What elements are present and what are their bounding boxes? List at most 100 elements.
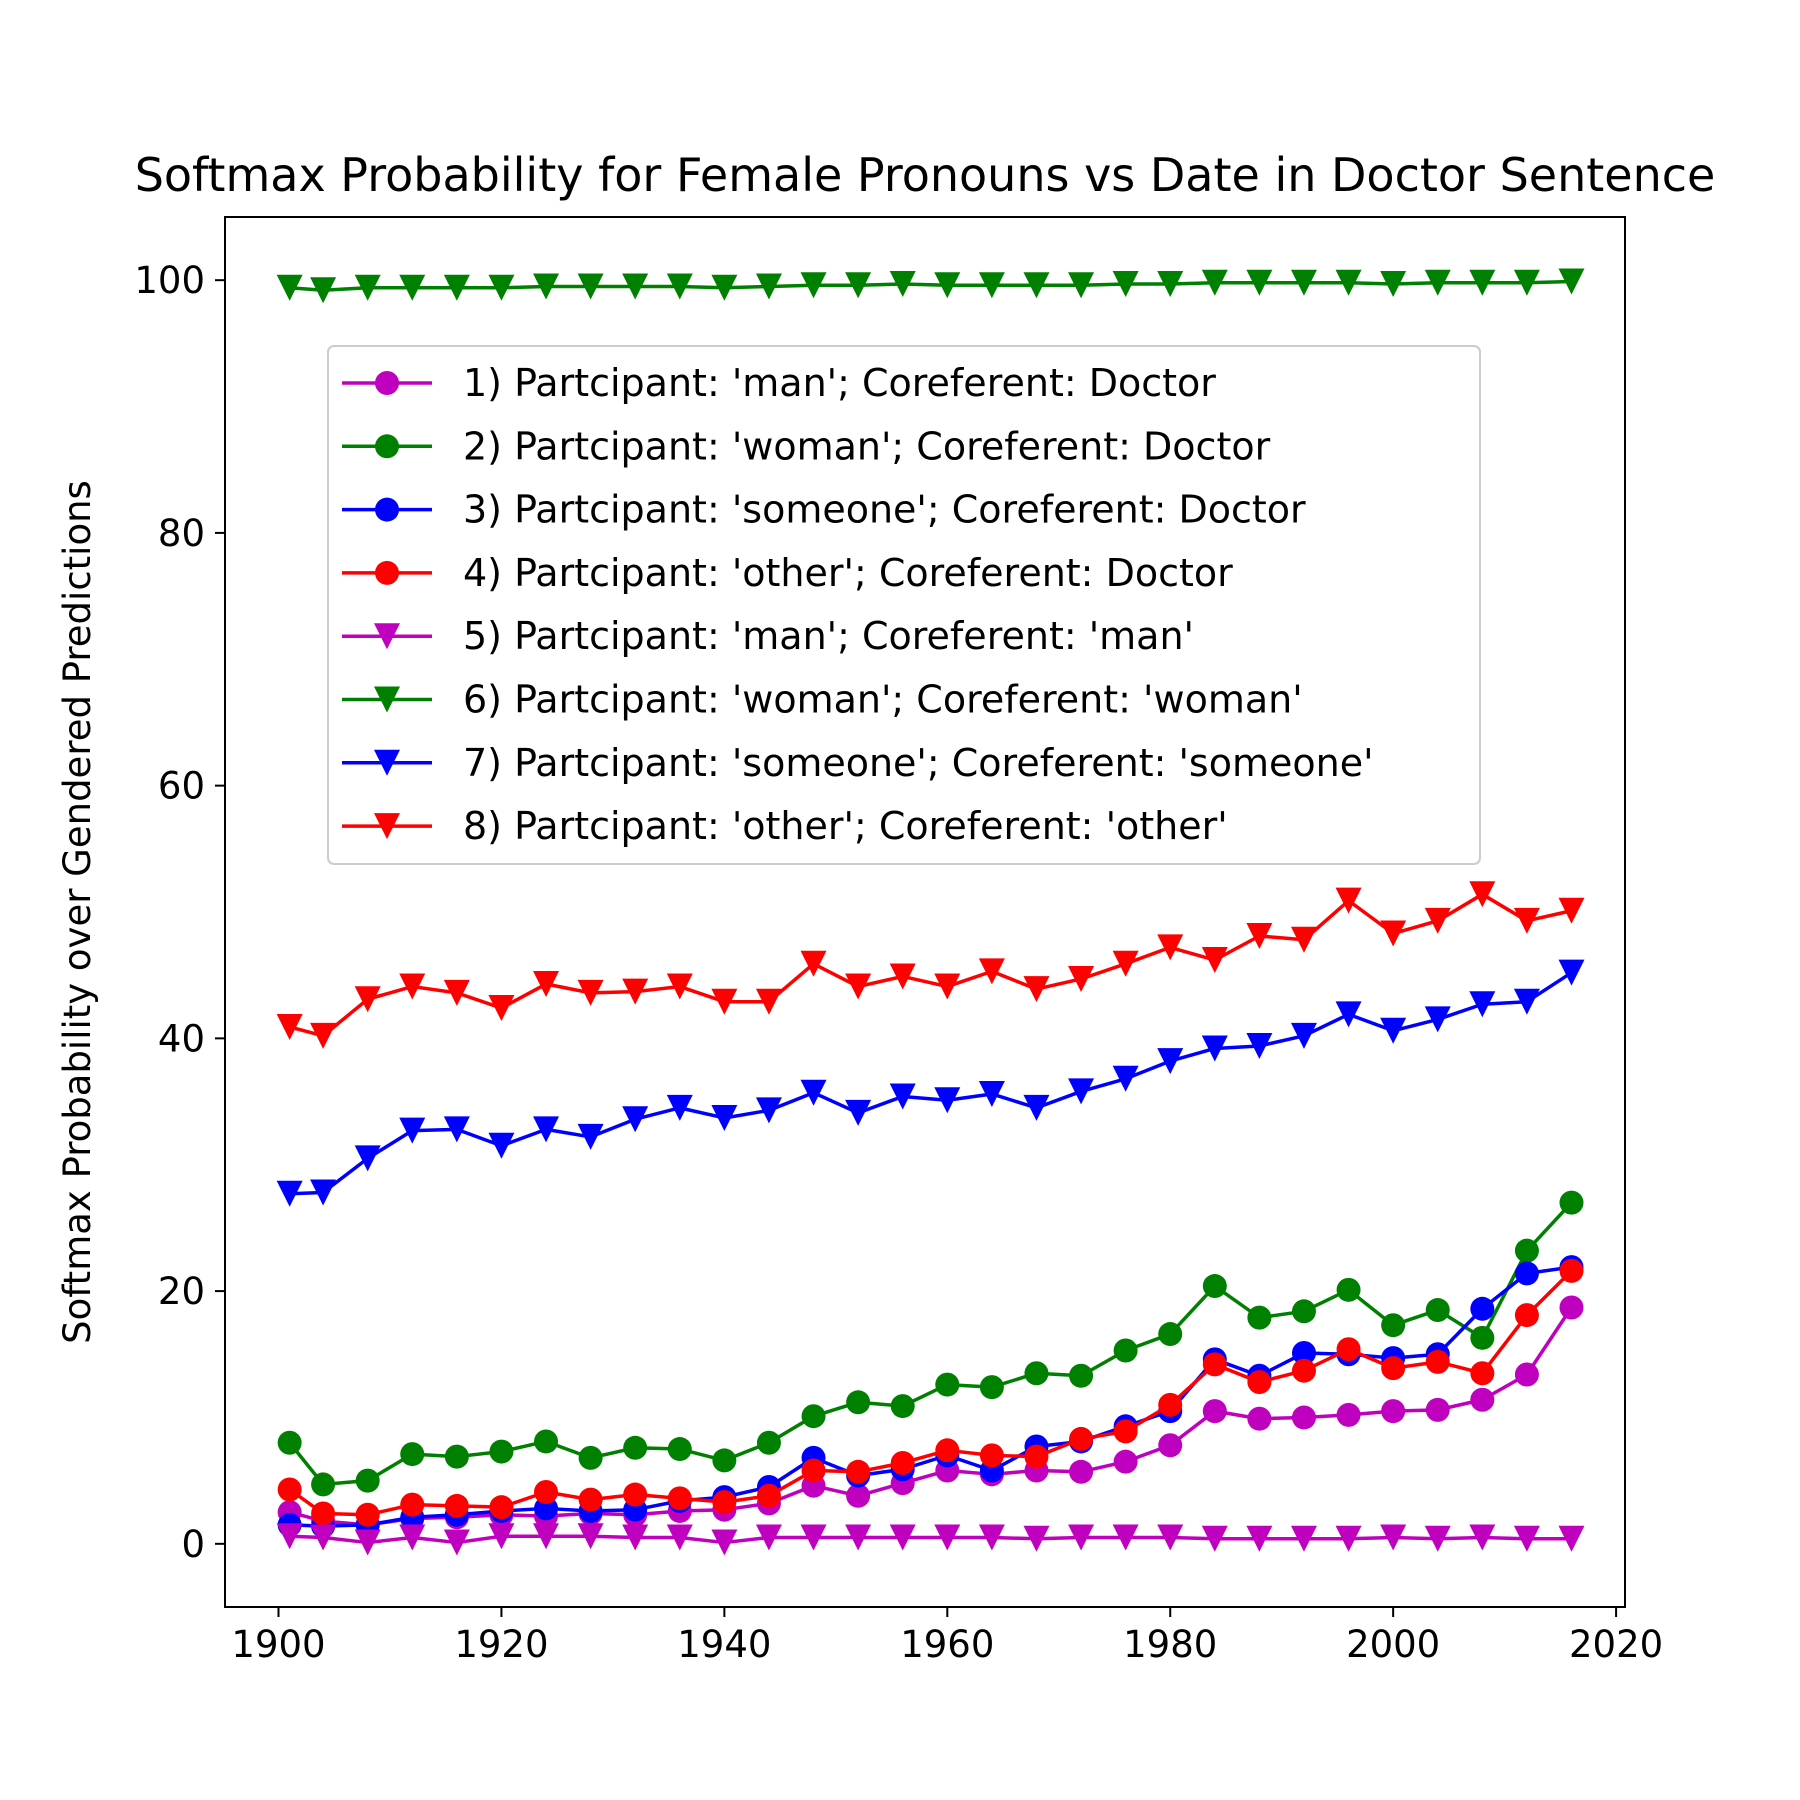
series-5-point [800,1524,827,1551]
series-3-point [534,1496,559,1521]
series-6-point [1201,269,1228,296]
series-2-point [979,1375,1004,1400]
series-8-point [310,1022,337,1049]
series-6-point [1023,272,1050,299]
series-2-point [1247,1305,1272,1330]
series-8-point [1424,907,1451,934]
series-6-point [1335,269,1362,296]
y-axis: 0 20 40 60 80 100 [134,259,225,1566]
series-4-point [1514,1303,1539,1328]
series-8-point [934,973,961,1000]
series-7-point [276,1180,303,1207]
series-5-point [711,1529,738,1556]
legend-marker [375,434,399,459]
series-7-point [1290,1022,1317,1049]
series-6-line [289,279,1572,293]
series-7-point [800,1079,827,1106]
series-4-point [400,1492,425,1517]
series-4-point [1470,1361,1495,1386]
series-6-point [978,272,1005,299]
series-5-point [934,1524,961,1551]
series-6-point [845,272,872,299]
series-6-point [755,273,782,300]
series-2-point [534,1429,559,1454]
series-1-point [1202,1399,1227,1424]
series-7-point [845,1099,872,1126]
series-7-point [622,1106,649,1133]
series-6-point [1558,268,1585,295]
legend-entry: 2) Partcipant: 'woman'; Coreferent: Doct… [342,424,1271,468]
series-4-point [1559,1258,1584,1283]
series-5-point [1513,1525,1540,1552]
series-2-point [400,1442,425,1467]
series-6-point [1290,269,1317,296]
series-8-point [845,973,872,1000]
series-7-point [711,1104,738,1131]
series-2-point [1158,1322,1183,1347]
series-7-point [1246,1032,1273,1059]
series-4-point [1247,1370,1272,1395]
series-6-point [1380,270,1407,297]
series-4-point [1381,1356,1406,1381]
series-1-point [1425,1397,1450,1422]
series-5-point [354,1529,381,1556]
legend-entry: 1) Partcipant: 'man'; Coreferent: Doctor [342,361,1216,405]
series-6-point [276,274,303,301]
legend-label: 7) Partcipant: 'someone'; Coreferent: 's… [463,741,1374,785]
series-1-point [1158,1433,1183,1458]
series-5-line [289,1534,1572,1545]
series-6-point [1424,269,1451,296]
series-8-point [755,988,782,1015]
series-2-point [1024,1361,1049,1386]
series-6-point [622,273,649,300]
series-8-point [666,973,693,1000]
y-tick-label: 20 [158,1270,205,1313]
series-1-point [1514,1362,1539,1387]
series-5-point [845,1524,872,1551]
x-tick-label: 2000 [1346,1623,1440,1666]
series-5-point [1335,1525,1362,1552]
series-5-point [622,1524,649,1551]
series-2-point [1336,1277,1361,1302]
series-8-point [276,1013,303,1040]
series-6-point [399,274,426,301]
legend-marker [374,623,400,650]
series-4-point [1291,1358,1316,1383]
series-7-point [978,1080,1005,1107]
series-8-point [1290,926,1317,953]
series-2-point [846,1390,871,1415]
series-6-point [310,277,337,304]
series-5-point [1558,1525,1585,1552]
series-6-point [1157,270,1184,297]
x-tick-label: 1920 [454,1623,548,1666]
series-2-point [1113,1338,1138,1363]
legend-label: 4) Partcipant: 'other'; Coreferent: Doct… [463,551,1233,595]
legend-marker [374,686,400,713]
series-2-point [1425,1298,1450,1323]
series-4-point [890,1450,915,1475]
series-4-point [667,1486,692,1511]
series-3-point [1514,1261,1539,1286]
series-2-point [1381,1313,1406,1338]
series-2-point [311,1472,336,1497]
series-4-point [489,1495,514,1520]
series-7 [276,959,1585,1207]
series-5-point [889,1524,916,1551]
series-8-point [354,986,381,1013]
series-7-point [310,1179,337,1206]
series-5-point [1157,1524,1184,1551]
series-4-point [979,1443,1004,1468]
series-1-point [1069,1459,1094,1484]
series-2-point [444,1444,469,1469]
plot-frame [224,216,1626,1608]
series-1-point [846,1483,871,1508]
series-4-point [1158,1392,1183,1417]
plot-area [276,268,1585,1556]
series-1-point [1381,1399,1406,1424]
legend: 1) Partcipant: 'man'; Coreferent: Doctor… [327,345,1481,865]
series-8-point [1068,965,1095,992]
series-7-point [889,1083,916,1110]
series-8-point [711,988,738,1015]
series-2-point [935,1372,960,1397]
